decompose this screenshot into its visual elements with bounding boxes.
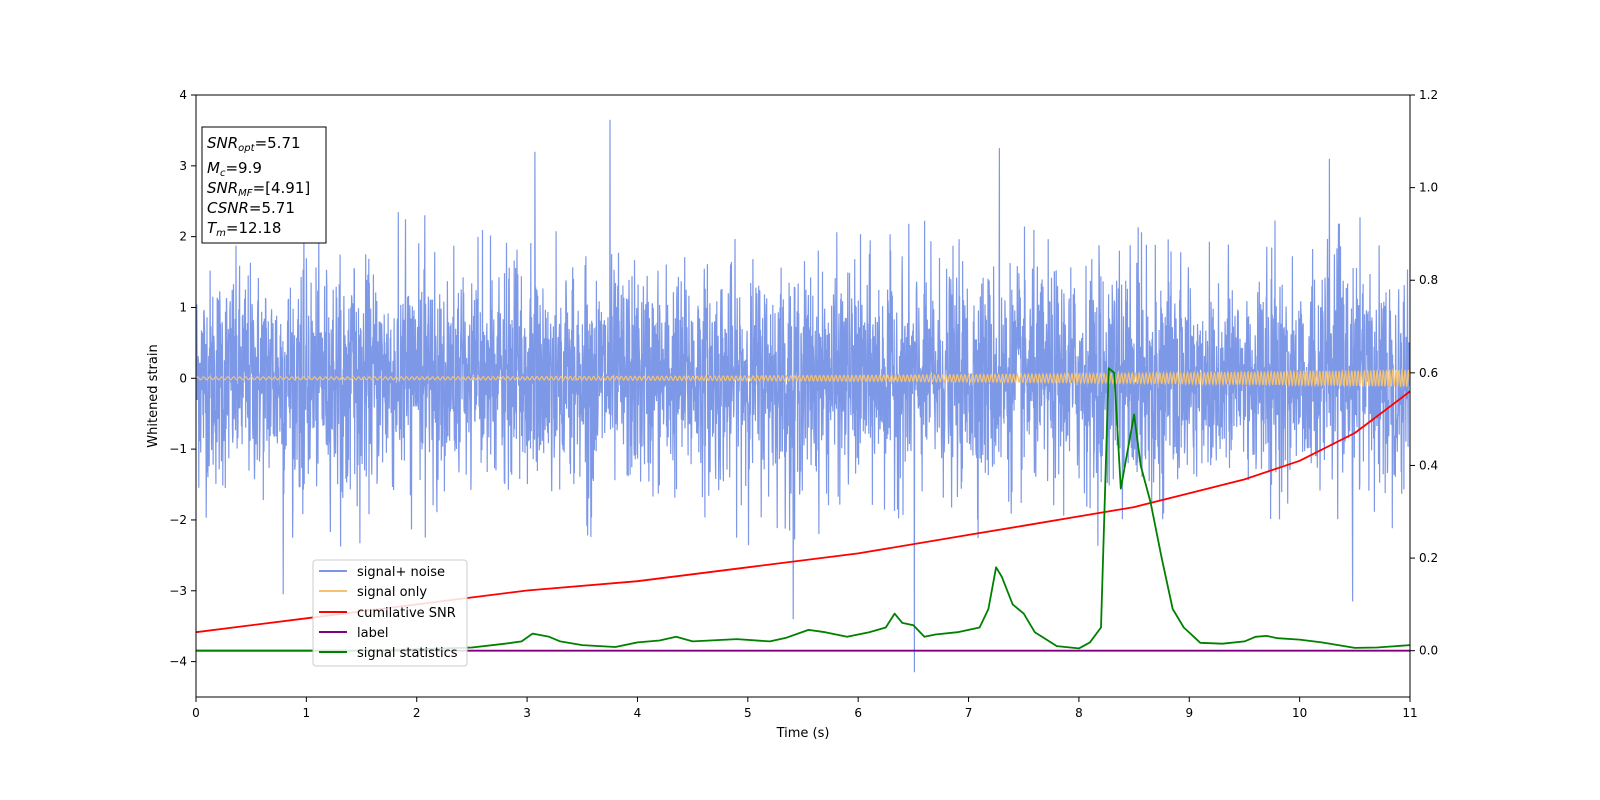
x-tick-label: 6 [854, 706, 862, 720]
x-tick-label: 8 [1075, 706, 1083, 720]
x-tick-label: 3 [523, 706, 531, 720]
signal-noise-series [196, 119, 1410, 673]
y-tick-label: −4 [169, 655, 187, 669]
x-tick-label: 9 [1185, 706, 1193, 720]
x-tick-label: 1 [303, 706, 311, 720]
x-axis-label: Time (s) [776, 726, 830, 741]
y-tick-label: 2 [179, 230, 187, 244]
info-mc: Mc=9.9 [207, 159, 262, 179]
x-tick-label: 7 [965, 706, 973, 720]
y2-tick-label: 0.0 [1419, 644, 1438, 658]
y-axis-label: Whitened strain [146, 344, 161, 447]
signal-only-line [196, 368, 1410, 388]
signal-only-series [196, 368, 1410, 388]
info-snr-mf: SNRMF=[4.91] [207, 179, 310, 199]
signal-noise-line [196, 119, 1410, 673]
x-tick-label: 4 [634, 706, 642, 720]
legend-label-signal-statistics: signal statistics [357, 646, 458, 661]
y2-tick-label: 0.8 [1419, 273, 1438, 287]
info-csnr: CSNR=5.71 [207, 199, 295, 217]
x-tick-label: 0 [192, 706, 200, 720]
legend-label-label: label [357, 626, 388, 641]
legend-label-signal-noise: signal+ noise [357, 565, 445, 580]
legend-label-cumulative-snr: cumilative SNR [357, 606, 456, 621]
y-axis-left: −4 −3 −2 −1 0 1 2 3 4 [169, 88, 196, 669]
x-axis: 0 1 2 3 4 5 6 7 8 9 10 11 [192, 697, 1418, 720]
legend: signal+ noise signal only cumilative SNR… [312, 559, 468, 667]
y-tick-label: 4 [179, 88, 187, 102]
y2-tick-label: 1.2 [1419, 88, 1438, 102]
info-snr-opt: SNRopt=5.71 [207, 134, 301, 154]
x-tick-label: 11 [1402, 706, 1417, 720]
y-tick-label: −3 [169, 584, 187, 598]
y-tick-label: 3 [179, 159, 187, 173]
y-axis-right: 0.0 0.2 0.4 0.6 0.8 1.0 1.2 [1410, 88, 1438, 658]
y-tick-label: −2 [169, 513, 187, 527]
x-tick-label: 10 [1292, 706, 1307, 720]
info-tm: Tm=12.18 [207, 219, 281, 239]
plot-frame [195, 94, 1411, 698]
legend-label-signal-only: signal only [357, 585, 427, 600]
x-tick-label: 5 [744, 706, 752, 720]
info-box: SNRopt=5.71 Mc=9.9 SNRMF=[4.91] CSNR=5.7… [201, 126, 327, 244]
y2-tick-label: 0.4 [1419, 458, 1438, 472]
cumulative-snr-line [196, 390, 1410, 634]
y2-tick-label: 0.6 [1419, 366, 1438, 380]
y-tick-label: 0 [179, 371, 187, 385]
x-tick-label: 2 [413, 706, 421, 720]
y2-tick-label: 1.0 [1419, 181, 1438, 195]
y-tick-label: −1 [169, 442, 187, 456]
y-tick-label: 1 [179, 300, 187, 314]
signal-statistics-line [196, 367, 1410, 652]
y2-tick-label: 0.2 [1419, 551, 1438, 565]
